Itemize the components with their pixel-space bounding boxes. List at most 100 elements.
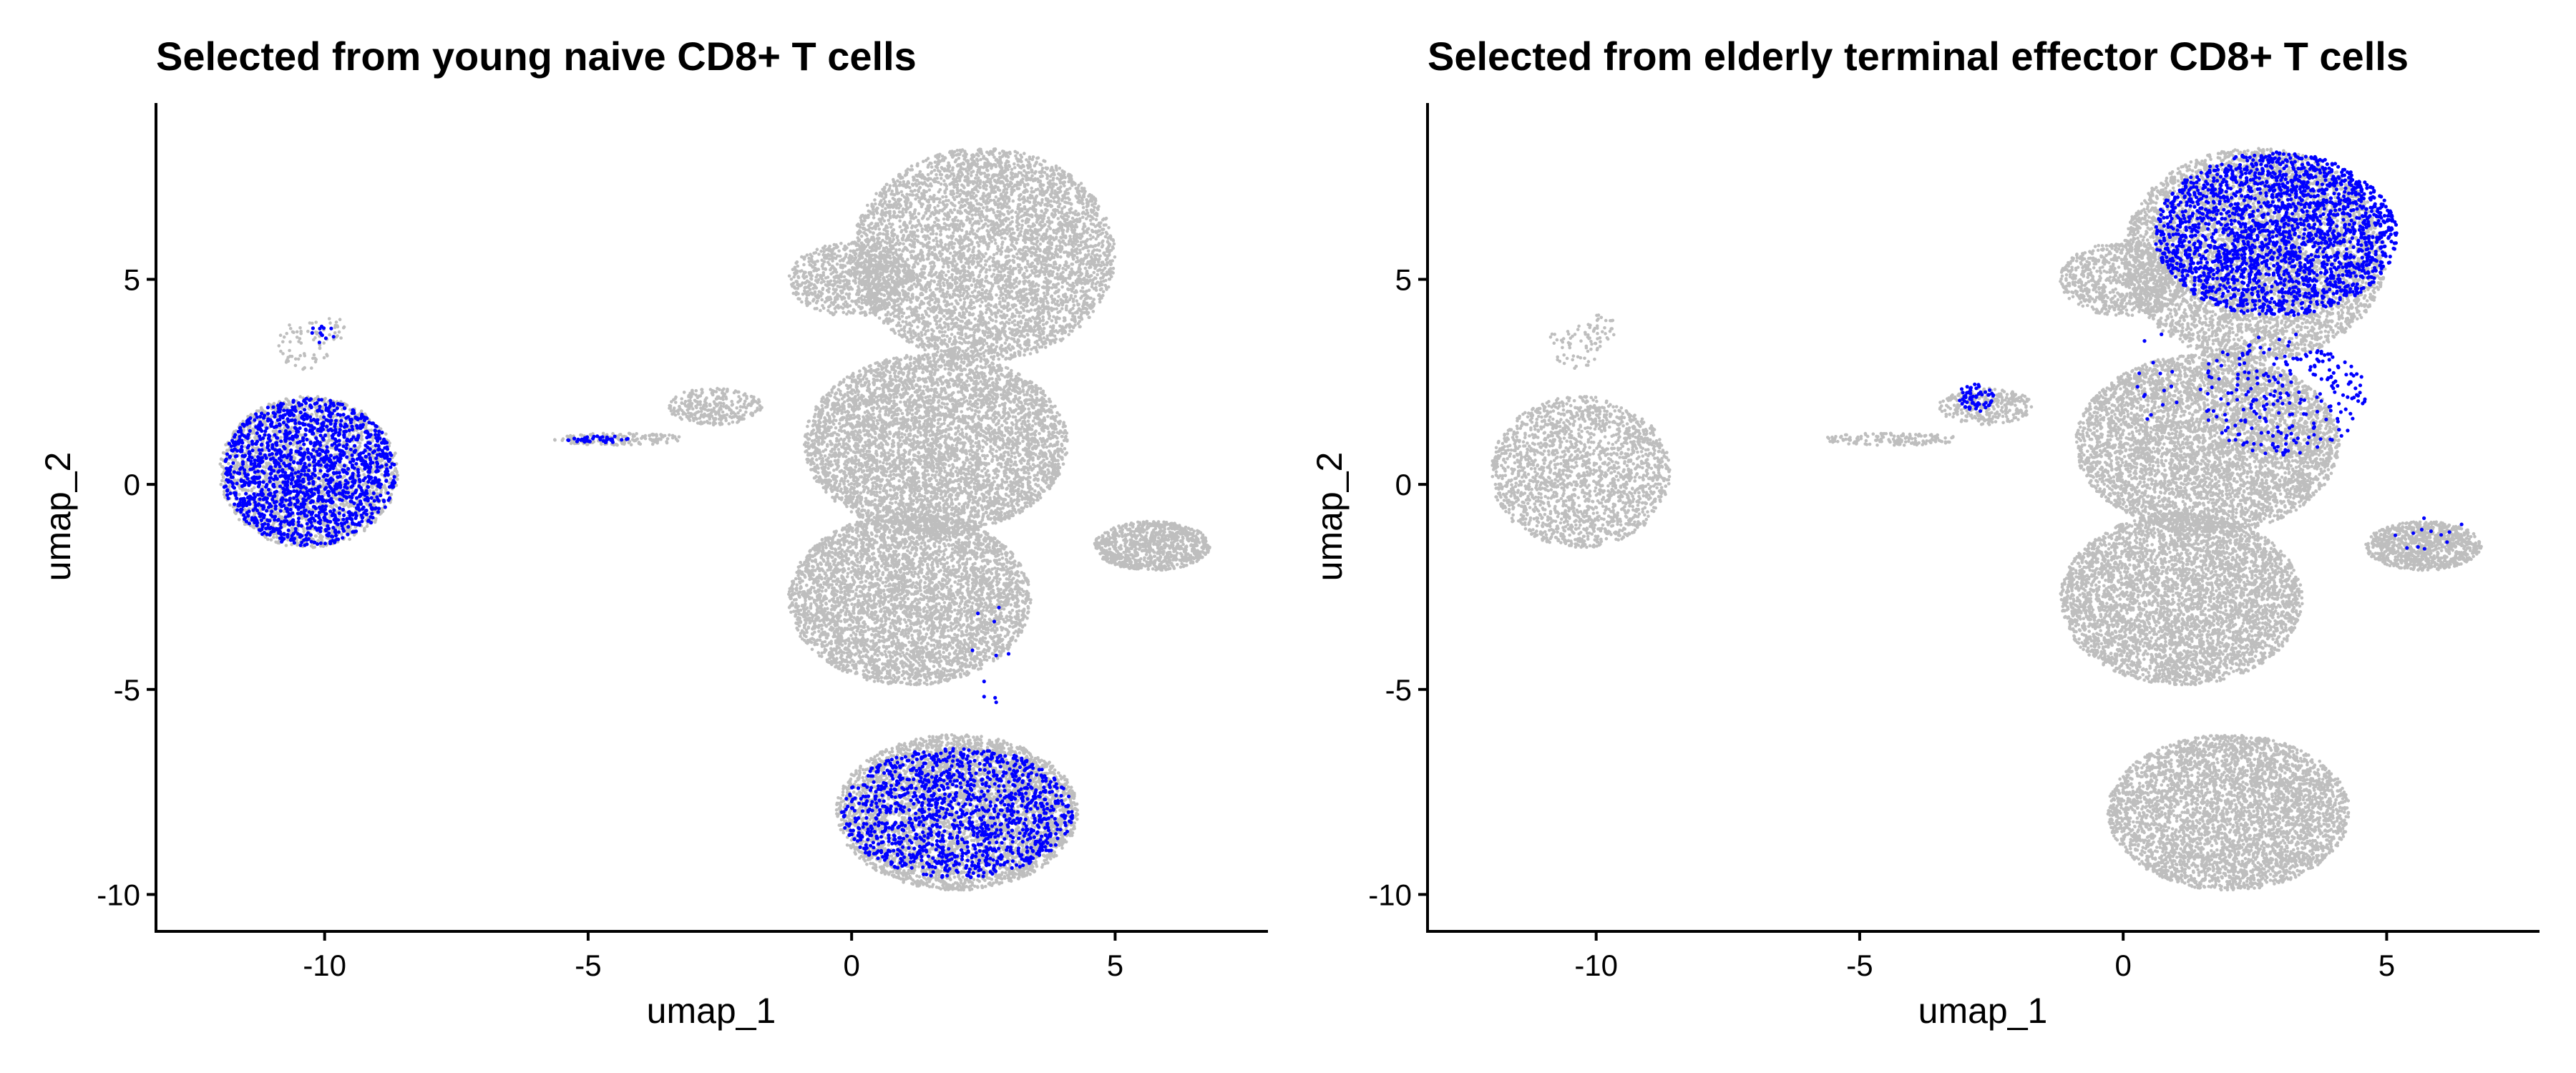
cell-point: [992, 268, 996, 272]
cell-point: [313, 546, 316, 549]
cell-point: [250, 489, 253, 493]
cell-point: [942, 265, 945, 269]
cell-point: [319, 415, 323, 418]
cell-point: [265, 461, 268, 465]
cell-point: [957, 219, 960, 222]
cell-point: [936, 275, 940, 279]
cell-point: [306, 330, 310, 333]
cell-point: [874, 192, 878, 195]
cell-point: [333, 331, 337, 335]
cell-point: [300, 341, 303, 345]
cell-point: [303, 352, 306, 356]
cell-point: [288, 340, 292, 344]
cell-point: [296, 542, 299, 545]
cell-point: [1035, 250, 1038, 254]
cell-point: [390, 493, 394, 496]
cell-point: [1015, 241, 1018, 245]
cell-point: [223, 493, 226, 496]
cell-point: [1050, 220, 1054, 224]
cell-point: [374, 519, 378, 522]
cell-point: [279, 350, 283, 353]
cell-point: [889, 225, 893, 229]
cell-point: [903, 330, 907, 333]
cell-point: [977, 176, 980, 180]
cell-point: [995, 293, 998, 297]
cell-point: [1003, 237, 1007, 240]
cell-point: [220, 479, 224, 483]
cell-point: [917, 212, 921, 216]
cell-point: [1093, 248, 1096, 252]
cell-point: [316, 331, 319, 335]
cell-point: [265, 474, 268, 478]
cell-point: [262, 465, 265, 469]
cell-point: [977, 264, 980, 268]
cell-point: [339, 336, 343, 340]
cell-point: [285, 398, 288, 401]
cell-point: [361, 484, 365, 487]
cell-point: [1057, 295, 1060, 298]
cell-point: [1071, 217, 1075, 220]
cell-point: [274, 541, 278, 544]
cell-point: [258, 409, 261, 413]
cell-point: [343, 475, 346, 479]
cell-point: [275, 536, 279, 539]
cell-point: [283, 335, 286, 339]
cell-point: [974, 213, 977, 217]
cell-point: [299, 330, 303, 333]
cell-point: [348, 433, 351, 437]
cell-point: [1105, 231, 1108, 235]
cell-point: [279, 333, 283, 337]
cell-point: [317, 539, 321, 542]
cell-point: [1043, 336, 1046, 340]
cell-point: [1008, 151, 1012, 155]
cell-point: [1072, 300, 1075, 303]
cell-point: [221, 465, 225, 469]
cell-point: [220, 483, 223, 486]
cell-point: [938, 305, 942, 309]
cell-point: [997, 270, 1001, 273]
cell-point: [917, 219, 920, 222]
cell-point: [1074, 295, 1078, 298]
cell-point: [281, 340, 285, 344]
cell-point: [296, 335, 299, 339]
cell-point: [935, 173, 938, 177]
cell-point: [1060, 285, 1064, 289]
cell-point: [977, 207, 981, 210]
cell-point: [285, 544, 288, 547]
cell-point: [909, 220, 912, 223]
cell-point: [226, 449, 230, 452]
cell-point: [318, 536, 322, 539]
cell-point: [947, 227, 951, 231]
cell-point: [314, 534, 318, 538]
cell-point: [1096, 273, 1099, 277]
cell-point: [985, 270, 988, 274]
cell-point: [360, 431, 364, 434]
cell-point: [1088, 266, 1091, 270]
chart-title: Selected from young naive CD8+ T cells: [156, 34, 917, 79]
cell-point: [338, 330, 341, 334]
cell-point: [909, 211, 912, 215]
cell-point: [982, 206, 985, 210]
cell-point: [253, 486, 256, 490]
cell-point: [955, 316, 958, 320]
cell-point: [985, 205, 989, 209]
cell-point: [287, 403, 291, 406]
cell-point: [1005, 191, 1009, 195]
cell-point: [900, 190, 904, 194]
cell-point: [1053, 173, 1056, 177]
cell-point: [278, 344, 281, 348]
cell-point: [1113, 255, 1117, 259]
cell-point: [938, 320, 942, 323]
cell-point: [1090, 255, 1093, 259]
cell-point: [932, 239, 935, 242]
cell-point: [933, 206, 937, 210]
cell-point: [984, 252, 987, 255]
cell-point: [1055, 273, 1059, 276]
cell-point: [286, 358, 289, 362]
cell-point: [899, 225, 902, 229]
cell-point: [310, 544, 313, 548]
cell-point: [270, 538, 273, 542]
point-layer: [219, 147, 1211, 891]
cell-point: [322, 481, 326, 484]
cell-point: [227, 462, 230, 466]
